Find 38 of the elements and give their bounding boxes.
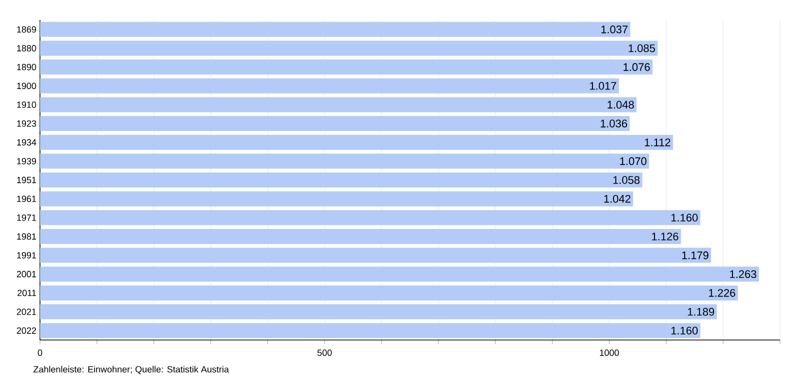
y-tick-label: 2022 [16, 327, 36, 334]
y-tick-label: 1951 [17, 176, 36, 184]
data-label: 1.112 [644, 138, 670, 146]
y-tick-label: 2011 [18, 290, 36, 296]
data-label: 1.036 [600, 120, 628, 128]
y-tick-label: 1991 [17, 252, 36, 258]
data-label: 1.160 [671, 326, 698, 334]
y-tick-label: 1900 [17, 82, 36, 90]
y-tick-label: 2001 [16, 270, 36, 278]
x-tick-label: 0 [38, 350, 42, 356]
data-label: 1.160 [671, 214, 698, 222]
y-tick-label: 1971 [17, 214, 36, 221]
data-label: 1.042 [604, 194, 630, 203]
y-tick-label: 2021 [16, 308, 36, 315]
data-label: 1.179 [682, 251, 708, 260]
y-tick-label: 1910 [17, 102, 36, 108]
data-label: 1.058 [613, 176, 640, 184]
y-tick-label: 1890 [17, 64, 36, 70]
data-label: 1.263 [730, 270, 756, 278]
y-tick-label: 1923 [17, 120, 36, 127]
data-label: 1.126 [652, 232, 678, 240]
data-label: 1.048 [608, 100, 634, 109]
data-label: 1.085 [628, 44, 655, 52]
data-label: 1.226 [708, 289, 736, 297]
text: Zahlenleiste: Einwohner; Quelle: Statistik Austria [33, 366, 229, 374]
y-tick-label: 1939 [17, 158, 36, 164]
data-label: 1.017 [590, 82, 616, 90]
data-label: 1.037 [601, 26, 628, 34]
x-tick-label: 500 [317, 350, 332, 356]
y-tick-label: 1981 [17, 233, 36, 240]
x-tick-label: 1000 [600, 350, 619, 356]
data-label: 1.076 [624, 63, 650, 71]
data-label: 1.070 [620, 157, 646, 166]
y-tick-label: 1934 [17, 139, 36, 146]
data-label: 1.189 [688, 308, 714, 316]
y-tick-label: 1869 [17, 26, 36, 33]
y-tick-label: 1880 [17, 45, 36, 52]
y-tick-label: 1961 [17, 196, 36, 202]
